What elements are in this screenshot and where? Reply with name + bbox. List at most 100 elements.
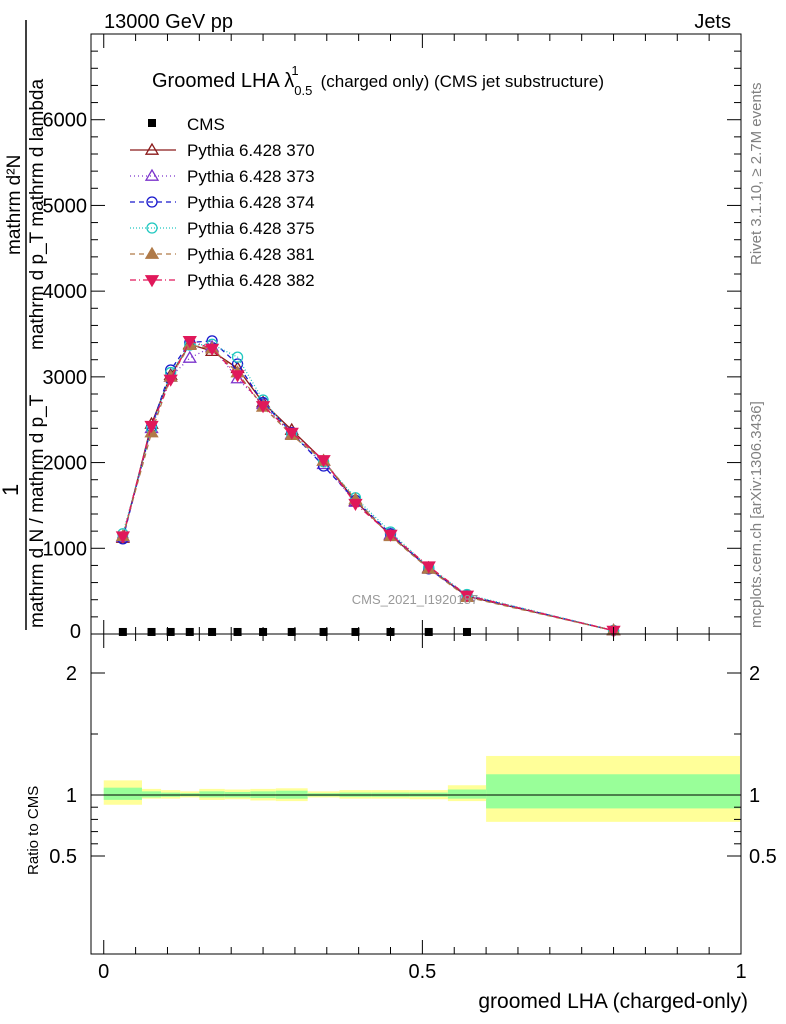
- chart-title-main: Groomed LHA: [152, 70, 284, 92]
- ylabel-group: mathrm d²N mathrm d p_T mathrm d lambda …: [0, 20, 48, 630]
- marker-triangle-down: [316, 455, 331, 468]
- ratio-tick-label: 0.5: [49, 846, 77, 868]
- marker-square: [287, 627, 296, 636]
- ratio-bands: [103, 755, 740, 822]
- marker-triangle-up: [144, 142, 160, 155]
- legend-label: Pythia 6.428 374: [187, 193, 315, 212]
- x-tick-label: 0.5: [408, 961, 436, 983]
- legend-entry-1: Pythia 6.428 373: [130, 167, 315, 186]
- marker-triangle-up: [230, 371, 245, 384]
- y-tick-label: 4000: [43, 281, 88, 303]
- marker-square: [319, 627, 328, 636]
- marker-triangle-down: [284, 427, 299, 440]
- series-line: [122, 343, 614, 632]
- chart-title-rest: (charged only) (CMS jet substructure): [321, 72, 604, 91]
- marker-triangle-down: [383, 529, 398, 542]
- marker-square: [233, 627, 242, 636]
- ratio-band-green: [447, 789, 487, 799]
- series-line: [122, 346, 614, 632]
- marker-triangle-down: [459, 590, 475, 603]
- marker-triangle-down: [348, 498, 363, 511]
- marker-square: [351, 627, 360, 636]
- ratio-tick-label-right: 1: [749, 785, 760, 807]
- header-right: Jets: [694, 11, 731, 33]
- y-tick-label: 0: [70, 621, 81, 643]
- legend-entry-5: Pythia 6.428 382: [130, 271, 315, 290]
- marker-square: [166, 627, 175, 636]
- ratio-tick-label: 2: [66, 663, 77, 685]
- marker-triangle-down: [255, 401, 271, 414]
- legend-entry-2: Pythia 6.428 374: [130, 193, 315, 212]
- marker-circle: [146, 222, 158, 234]
- side-label-rivet: Rivet 3.1.10, ≥ 2.7M events: [748, 83, 765, 266]
- x-tick-label: 1: [735, 961, 746, 983]
- legend-entry-3: Pythia 6.428 375: [130, 219, 315, 238]
- marker-triangle-down: [144, 275, 160, 288]
- series-5: [115, 336, 621, 638]
- series-0: [115, 337, 621, 636]
- marker-triangle-down: [204, 343, 220, 356]
- ratio-band-green: [199, 791, 225, 798]
- marker-square: [462, 627, 471, 636]
- series-line: [122, 340, 614, 632]
- legend-label: Pythia 6.428 373: [187, 167, 315, 186]
- y-tick-label: 1000: [43, 538, 88, 560]
- marker-triangle-down: [163, 374, 178, 387]
- legend: CMS Pythia 6.428 370 Pythia 6.428 373 Pythi…: [130, 115, 315, 290]
- series-4: [115, 337, 621, 636]
- legend-label: Pythia 6.428 375: [187, 219, 315, 238]
- marker-triangle-down: [230, 370, 245, 383]
- marker-square: [208, 627, 217, 636]
- legend-entry-0: Pythia 6.428 370: [130, 141, 315, 160]
- series-line: [122, 344, 614, 632]
- marker-triangle-up: [144, 168, 160, 181]
- marker-triangle-up: [182, 350, 197, 363]
- series-line: [122, 343, 614, 632]
- ratio-band-green: [103, 787, 142, 800]
- watermark: CMS_2021_I1920187: [352, 592, 479, 607]
- marker-square: [148, 119, 156, 127]
- xlabel: groomed LHA (charged-only): [478, 990, 748, 1013]
- legend-entry-4: Pythia 6.428 381: [130, 245, 315, 264]
- ylabel-bottom: mathrm d N / mathrm d p_T: [27, 394, 48, 628]
- marker-square: [118, 627, 127, 636]
- marker-triangle-up: [144, 246, 160, 259]
- series-line: [122, 340, 614, 632]
- y-tick-label: 3000: [43, 367, 88, 389]
- ratio-tick-label-right: 2: [749, 663, 760, 685]
- ratio-tick-label-right: 0.5: [749, 846, 777, 868]
- legend-label: Pythia 6.428 381: [187, 245, 315, 264]
- chart-title: Groomed LHA λ0.5 1 (charged only) (CMS jet…: [152, 63, 604, 98]
- chart-title-sup: 1: [291, 63, 298, 78]
- marker-square: [147, 627, 156, 636]
- series-2: [117, 335, 620, 637]
- y-tick-label: 6000: [43, 110, 88, 132]
- ratio-band-green: [486, 774, 740, 809]
- ratio-tick-label: 1: [66, 785, 77, 807]
- side-label-mcplots: mcplots.cern.ch [arXiv:1306.3436]: [748, 401, 765, 628]
- ylabel-top-right: mathrm d p_T mathrm d lambda: [27, 79, 48, 350]
- marker-triangle-down: [144, 420, 159, 433]
- legend-label: Pythia 6.428 370: [187, 141, 315, 160]
- axes: 1000 2000 3000 4000 5000 6000 0 0 0.5 1 0.5 0.5 1 1 2 2: [43, 34, 777, 983]
- marker-circle: [146, 196, 158, 208]
- y-tick-label: 5000: [43, 195, 88, 217]
- x-tick-label: 0: [98, 961, 109, 983]
- chart-title-lambda: λ: [284, 70, 294, 92]
- ratio-plot-frame: [90, 633, 742, 955]
- legend-label: Pythia 6.428 382: [187, 271, 315, 290]
- marker-triangle-down: [182, 336, 197, 349]
- marker-triangle-down: [421, 561, 436, 574]
- ylabel-one: 1: [0, 484, 23, 496]
- legend-entry-cms: CMS: [148, 115, 225, 134]
- marker-circle: [231, 351, 244, 363]
- ylabel-top: mathrm d²N: [4, 155, 25, 255]
- marker-triangle-down: [115, 531, 130, 544]
- chart-title-sub: 0.5: [294, 83, 312, 98]
- header-left: 13000 GeV pp: [104, 11, 233, 33]
- marker-square: [185, 627, 194, 636]
- series-1: [115, 339, 621, 636]
- legend-label: CMS: [187, 115, 225, 134]
- ratio-band-green: [141, 791, 162, 798]
